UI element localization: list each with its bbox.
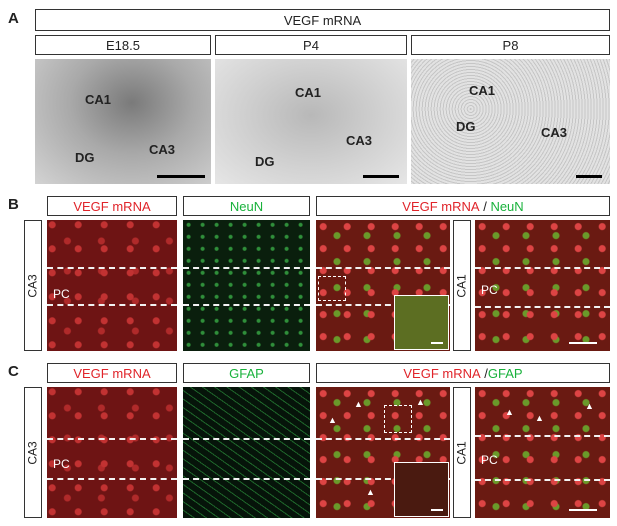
boundary-line [316, 267, 450, 269]
ca1-merged-image: PC [475, 220, 610, 351]
scale-bar [363, 175, 399, 178]
merged-image [316, 220, 450, 351]
scale-bar [576, 175, 602, 178]
merge-vegf-label: VEGF mRNA [402, 198, 480, 214]
stage-p8-header: P8 [411, 35, 610, 55]
side-label-ca3: CA3 [24, 387, 42, 518]
region-label-ca3: CA3 [541, 125, 568, 140]
scale-bar [569, 342, 597, 344]
merge-header: VEGF mRNA / NeuN [316, 196, 610, 216]
pc-layer-label: PC [481, 283, 498, 297]
boundary-line [316, 438, 450, 440]
arrowhead-icon: ▲ [416, 397, 425, 407]
arrowhead-icon: ▲ [366, 487, 375, 497]
boundary-line [47, 267, 177, 269]
merge-header: VEGF mRNA / GFAP [316, 363, 610, 383]
gfap-header: GFAP [183, 363, 310, 383]
inset-scale-bar [431, 509, 443, 511]
boundary-line [475, 435, 610, 437]
merge-separator: / [480, 365, 488, 381]
panel-label-b: B [8, 196, 19, 213]
boundary-line [47, 478, 177, 480]
arrowhead-icon: ▲ [354, 399, 363, 409]
boundary-line [475, 479, 610, 481]
boundary-line [316, 304, 450, 306]
hippocampus-image-p8: CA1 DG CA3 [411, 59, 610, 184]
inset-scale-bar [431, 342, 443, 344]
arrowhead-icon: ▲ [328, 415, 337, 425]
boundary-line [316, 478, 450, 480]
region-label-dg: DG [456, 119, 476, 134]
vegf-mrna-title-box: VEGF mRNA [35, 9, 610, 31]
boundary-line [183, 438, 310, 440]
region-label-ca3: CA3 [149, 142, 176, 157]
region-label-ca1: CA1 [469, 83, 496, 98]
vegf-mrna-image [47, 220, 177, 351]
vegf-mrna-image [47, 387, 177, 518]
boundary-line [47, 304, 177, 306]
panel-label-a: A [8, 10, 19, 27]
side-label-ca3: CA3 [24, 220, 42, 351]
zoom-inset [394, 462, 449, 517]
neun-header: NeuN [183, 196, 310, 216]
boundary-line [475, 306, 610, 308]
region-label-ca1: CA1 [85, 92, 112, 107]
hippocampus-image-e18-5: CA1 CA3 DG [35, 59, 211, 184]
merge-gfap-label: GFAP [487, 365, 523, 381]
merged-image: ▲ ▲ ▲ ▲ [316, 387, 450, 518]
roi-box [318, 276, 346, 301]
boundary-line [183, 267, 310, 269]
neun-image [183, 220, 310, 351]
hippocampus-image-p4: CA1 CA3 DG [215, 59, 407, 184]
stage-e18-5-header: E18.5 [35, 35, 211, 55]
boundary-line [475, 267, 610, 269]
boundary-line [183, 304, 310, 306]
pc-layer-label: PC [481, 453, 498, 467]
boundary-line [183, 478, 310, 480]
roi-box [384, 405, 412, 433]
merge-neun-label: NeuN [490, 198, 524, 214]
region-label-ca1: CA1 [295, 85, 322, 100]
vegf-mrna-header: VEGF mRNA [47, 196, 177, 216]
arrowhead-icon: ▲ [535, 413, 544, 423]
pc-layer-label: PC [53, 457, 70, 471]
gfap-image [183, 387, 310, 518]
vegf-mrna-header: VEGF mRNA [47, 363, 177, 383]
merge-separator: / [479, 198, 491, 214]
pc-layer-label: PC [53, 287, 70, 301]
panel-label-c: C [8, 363, 19, 380]
scale-bar [569, 509, 597, 511]
merge-vegf-label: VEGF mRNA [403, 365, 481, 381]
region-label-ca3: CA3 [346, 133, 373, 148]
arrowhead-icon: ▲ [585, 401, 594, 411]
arrowhead-icon: ▲ [505, 407, 514, 417]
boundary-line [47, 438, 177, 440]
region-label-dg: DG [255, 154, 275, 169]
scale-bar [157, 175, 205, 178]
stage-p4-header: P4 [215, 35, 407, 55]
side-label-ca1: CA1 [453, 220, 471, 351]
zoom-inset [394, 295, 449, 350]
side-label-ca1: CA1 [453, 387, 471, 518]
ca1-merged-image: PC ▲ ▲ ▲ [475, 387, 610, 518]
region-label-dg: DG [75, 150, 95, 165]
